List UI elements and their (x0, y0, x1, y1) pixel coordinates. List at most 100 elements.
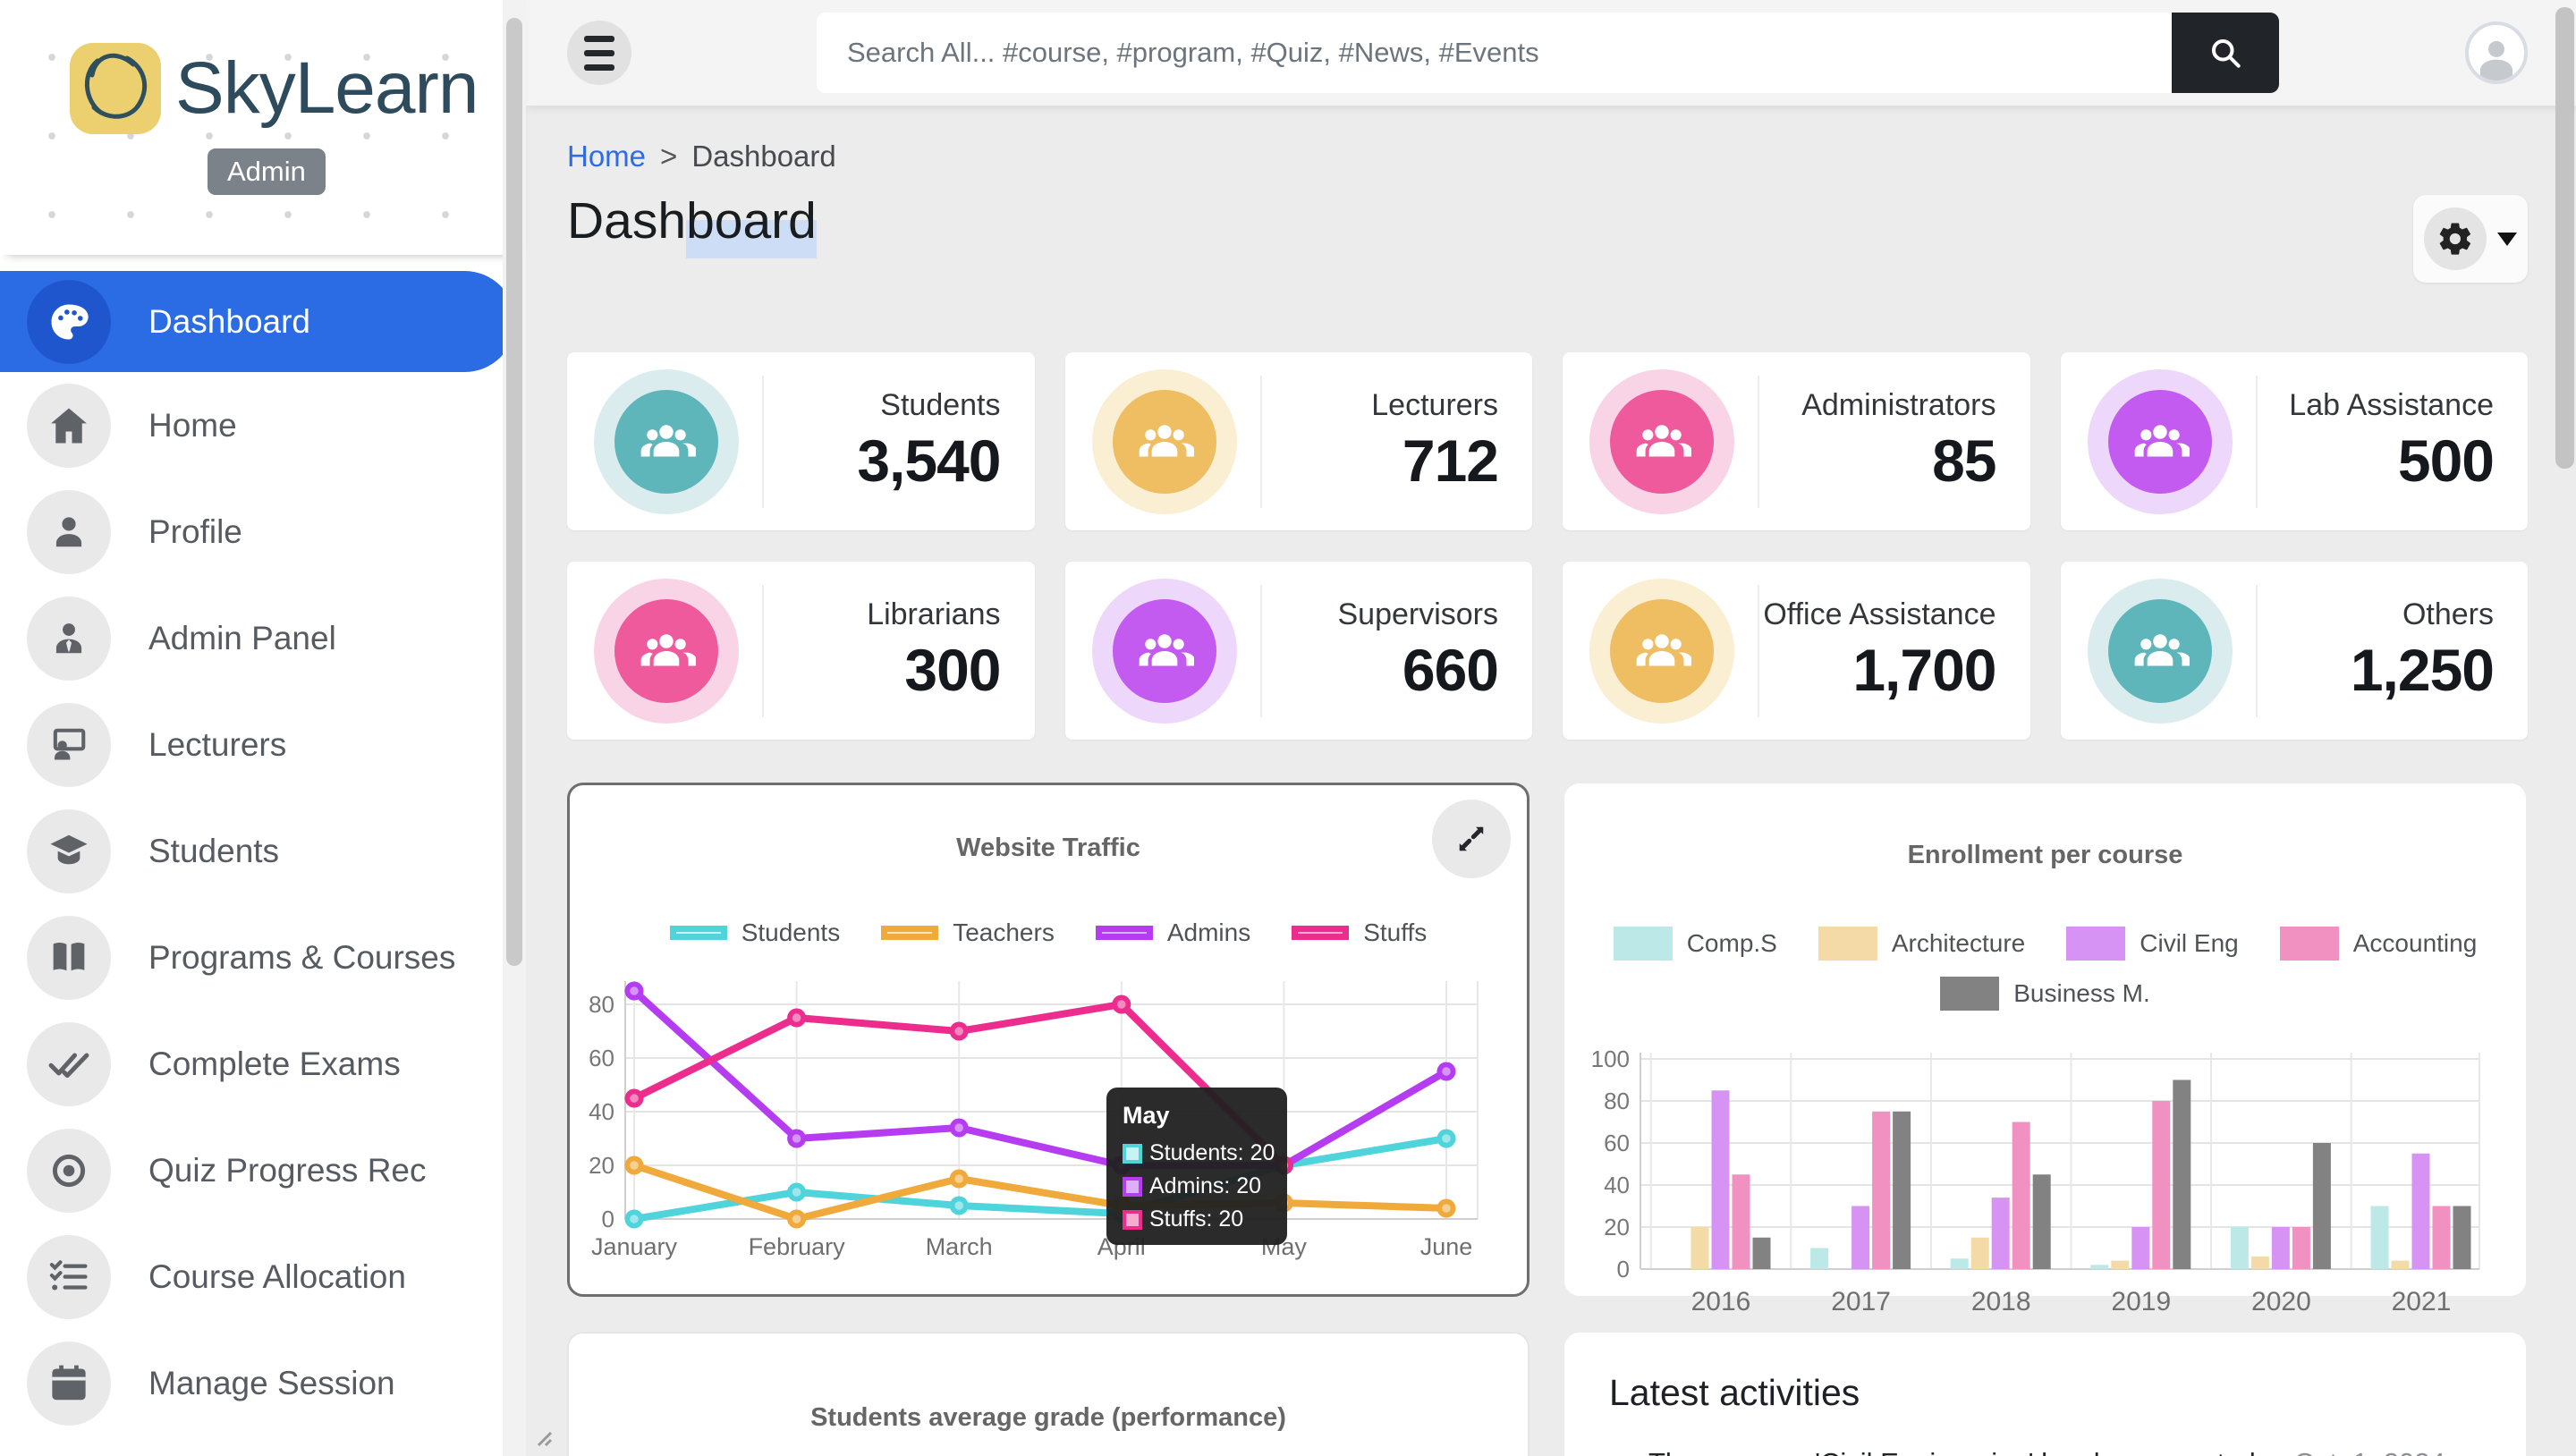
sidebar-scrollbar[interactable] (503, 0, 526, 1456)
stat-value: 3,540 (857, 427, 1001, 494)
sidebar-item-quiz-progress-rec[interactable]: Quiz Progress Rec (0, 1117, 526, 1223)
stat-value: 712 (1402, 427, 1499, 494)
legend-swatch (669, 926, 727, 940)
stat-text: Others 1,250 (2258, 597, 2529, 704)
stat-text: Administrators 85 (1759, 388, 2030, 495)
double-check-icon (27, 1021, 111, 1106)
svg-text:2016: 2016 (1690, 1287, 1750, 1316)
expand-icon (1459, 826, 1484, 851)
sidebar-item-label: Profile (148, 512, 242, 550)
traffic-chart-legend: Students Teachers Admins Stuffs (570, 915, 1527, 951)
stat-divider (2255, 375, 2258, 508)
stat-value: 660 (1402, 637, 1499, 703)
user-avatar[interactable] (2465, 21, 2528, 84)
svg-text:June: June (1420, 1233, 1473, 1260)
latest-activities-title: Latest activities (1609, 1372, 1860, 1413)
stat-icon-halo (1589, 368, 1734, 514)
legend-label: Students (741, 918, 841, 946)
sidebar-item-lecturers[interactable]: Lecturers (0, 691, 526, 798)
stat-card-office-assistance: Office Assistance 1,700 (1563, 562, 2030, 740)
sidebar-item-profile[interactable]: Profile (0, 478, 526, 585)
tooltip-row: Stuffs: 20 (1123, 1206, 1273, 1232)
legend-swatch (2066, 927, 2126, 961)
tooltip-row: Admins: 20 (1123, 1173, 1273, 1199)
legend-item-business-m-: Business M. (1940, 977, 2150, 1011)
group-icon (1112, 389, 1216, 494)
stat-value: 300 (904, 637, 1001, 703)
sidebar-item-admin-panel[interactable]: Admin Panel (0, 585, 526, 691)
stat-icon-halo (594, 368, 739, 514)
activity-list: The program 'Civil Engineering' has been… (1609, 1444, 2481, 1456)
stat-divider (2255, 584, 2258, 717)
sidebar-item-programs-courses[interactable]: Programs & Courses (0, 904, 526, 1011)
expand-chart-button[interactable] (1432, 800, 1511, 878)
stat-card-students: Students 3,540 (567, 352, 1035, 530)
svg-text:2020: 2020 (2251, 1287, 2311, 1316)
legend-swatch (1613, 927, 1673, 961)
palette-icon (27, 279, 111, 364)
search-button[interactable] (2172, 13, 2279, 93)
legend-item-architecture: Architecture (1818, 927, 2025, 961)
sidebar-item-home[interactable]: Home (0, 372, 526, 478)
stat-label: Others (2402, 597, 2494, 631)
sidebar-item-label: Complete Exams (148, 1045, 401, 1082)
stat-value: 1,250 (2350, 637, 2495, 703)
hamburger-menu-button[interactable] (567, 21, 631, 85)
topbar (526, 0, 2576, 106)
group-icon (1610, 389, 1714, 494)
stat-card-others: Others 1,250 (2060, 562, 2529, 740)
sidebar-nav: Dashboard Home Profile Admin Panel Lecturers… (0, 271, 526, 1436)
skylearn-logo-icon (70, 43, 161, 134)
stat-text: Students 3,540 (764, 388, 1035, 495)
stat-text: Supervisors 660 (1262, 597, 1533, 704)
settings-dropdown-button[interactable] (2413, 195, 2528, 283)
legend-label: Accounting (2352, 929, 2478, 957)
svg-text:2018: 2018 (1970, 1287, 2030, 1316)
stat-divider (762, 375, 764, 508)
legend-label: Architecture (1891, 929, 2026, 957)
avatar-person-icon (2480, 40, 2512, 80)
legend-item-civil-eng: Civil Eng (2066, 927, 2239, 961)
activity-date: – Oct. 1, 2024, 3:25 p.m. (1648, 1447, 2453, 1456)
tooltip-title: May (1123, 1102, 1170, 1129)
legend-item-admins: Admins (1095, 918, 1250, 947)
activity-item: The program 'Civil Engineering' has been… (1648, 1444, 2481, 1456)
breadcrumb: Home > Dashboard (567, 140, 2528, 174)
stat-icon-halo (2087, 578, 2233, 724)
tooltip-swatch (1123, 1209, 1142, 1230)
sidebar-item-label: Dashboard (148, 302, 311, 340)
main-area: Home > Dashboard Dashboard Students 3,540… (526, 0, 2576, 1456)
stat-icon-halo (1589, 578, 1734, 724)
sidebar-item-course-allocation[interactable]: Course Allocation (0, 1223, 526, 1330)
stat-icon-halo (1091, 368, 1237, 514)
legend-label: Business M. (2013, 979, 2150, 1007)
page-title: Dashboard (567, 191, 817, 258)
sidebar-scrollbar-thumb[interactable] (506, 18, 522, 966)
sidebar-item-students[interactable]: Students (0, 798, 526, 904)
sidebar-item-manage-session[interactable]: Manage Session (0, 1330, 526, 1436)
stat-value: 500 (2397, 427, 2495, 494)
svg-text:60: 60 (589, 1045, 614, 1071)
chevron-down-icon (2497, 232, 2517, 246)
page-scrollbar-thumb[interactable] (2555, 7, 2574, 469)
sidebar-item-complete-exams[interactable]: Complete Exams (0, 1011, 526, 1117)
breadcrumb-separator: > (660, 140, 678, 173)
grade-chart-title: Students average grade (performance) (810, 1403, 1286, 1432)
sidebar-item-label: Programs & Courses (148, 938, 456, 976)
legend-label: Teachers (953, 918, 1055, 946)
legend-item-stuffs: Stuffs (1292, 918, 1427, 947)
sidebar-item-dashboard[interactable]: Dashboard (0, 271, 515, 372)
breadcrumb-home-link[interactable]: Home (567, 140, 647, 173)
search-input[interactable] (817, 13, 2172, 93)
resize-grip-icon[interactable] (530, 1424, 555, 1449)
legend-swatch (2279, 927, 2339, 961)
stat-divider (762, 584, 764, 717)
enrollment-chart-legend-row2: Business M. (1564, 976, 2526, 1012)
sidebar-item-label: Admin Panel (148, 619, 336, 656)
group-icon (2107, 598, 2212, 703)
stat-divider (1758, 584, 1759, 717)
gear-icon (2439, 223, 2470, 255)
svg-text:2017: 2017 (1831, 1287, 1891, 1316)
svg-text:January: January (591, 1233, 678, 1260)
